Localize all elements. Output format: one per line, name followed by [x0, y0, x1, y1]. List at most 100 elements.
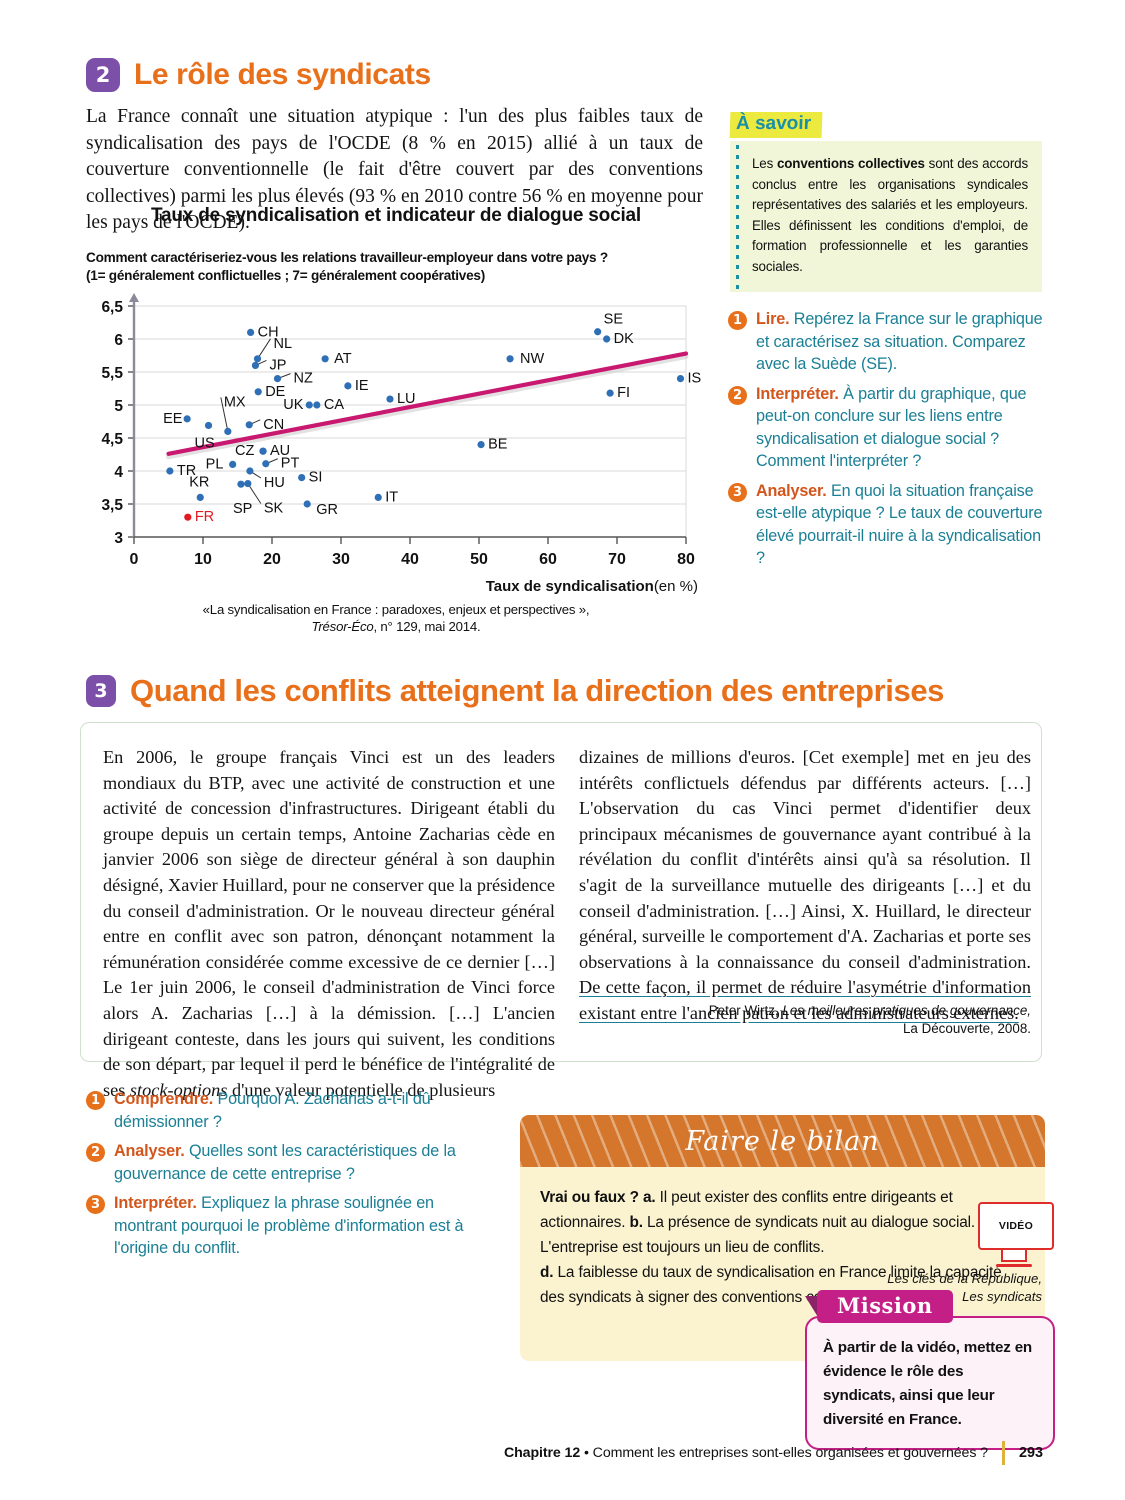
- data-point-fi: [606, 389, 614, 397]
- data-point-tr: [166, 467, 174, 475]
- data-point-sk: [244, 479, 252, 488]
- video-caption: Les clés de la République, Les syndicats: [820, 1270, 1042, 1305]
- data-point-be: [477, 441, 485, 449]
- chart-source-issue: , n° 129, mai 2014.: [373, 619, 481, 634]
- data-point-nz: [273, 375, 282, 383]
- data-point-ch: [247, 328, 255, 336]
- chart-title: Taux de syndicalisation et indicateur de…: [151, 205, 641, 226]
- question-item: 1 Lire. Repérez la France sur le graphiqu…: [728, 308, 1048, 376]
- question-number-badge: 3: [728, 482, 747, 502]
- data-label-kr: KR: [189, 474, 209, 490]
- scatter-plot: 3 3,5 4 4,5 5 5,5 6 6,5 0 10 20 30 40 50 60 70 80 CH SE DK N…: [86, 292, 706, 582]
- data-point-gr: [303, 500, 311, 508]
- monitor-base: [996, 1264, 1032, 1267]
- footer-chapter-title: Comment les entreprises sont-elles organ…: [592, 1445, 988, 1461]
- x-axis-unit: (en %): [653, 578, 698, 595]
- question-body: Expliquez la phrase soulignée en montran…: [114, 1194, 464, 1257]
- y-tick-label: 5,5: [101, 365, 123, 382]
- document-text-box: En 2006, le groupe français Vinci est un…: [80, 722, 1042, 1100]
- video-caption-line2: Les syndicats: [962, 1288, 1042, 1304]
- data-point-fr: [184, 513, 192, 521]
- question-body: Quelles sont les caractéristiques de la …: [114, 1142, 456, 1183]
- page-number: 293: [1018, 1445, 1043, 1461]
- document-column-right: dizaines de millions d'euros. [Cet exemp…: [579, 745, 1031, 1027]
- question-verb: Analyser.: [756, 481, 827, 500]
- bilan-item-d-label: d.: [540, 1264, 554, 1281]
- data-label-is: IS: [687, 371, 701, 387]
- data-label-cz: CZ: [235, 443, 254, 459]
- data-label-ee: EE: [163, 411, 183, 427]
- question-number-badge: 1: [728, 311, 747, 330]
- bilan-item-a-text: Il peut exister des conflits entre dirig…: [540, 1189, 953, 1231]
- question-text: Comprendre. Pourquoi A. Zacharias a-t-il…: [114, 1088, 486, 1133]
- y-tick-label: 3: [114, 530, 123, 547]
- x-tick-label: 60: [539, 551, 557, 568]
- credit-author: Peter Wirtz,: [708, 1003, 783, 1018]
- section-3-title: Quand les conflits atteignent la directi…: [130, 673, 944, 708]
- data-point-us: [204, 421, 213, 430]
- question-number-badge: 3: [86, 1195, 105, 1214]
- chart-block: Taux de syndicalisation et indicateur de…: [86, 205, 706, 635]
- x-axis-label: Taux de syndicalisation: [485, 578, 654, 595]
- data-label-nw: NW: [520, 351, 544, 367]
- x-tick-label: 50: [470, 551, 488, 568]
- data-point-pl: [229, 460, 237, 468]
- doc-left-text: En 2006, le groupe français Vinci est un…: [103, 747, 555, 1100]
- data-label-nl: NL: [274, 336, 293, 352]
- bilan-item-b-label: b.: [629, 1214, 643, 1231]
- doc-left-text-end: d'une valeur potentielle de plusieurs: [227, 1079, 496, 1100]
- data-label-sk: SK: [264, 501, 284, 517]
- data-point-cz: [259, 447, 267, 455]
- question-verb: Comprendre.: [114, 1090, 214, 1108]
- document-questions-list: 1 Comprendre. Pourquoi A. Zacharias a-t-i…: [86, 1088, 486, 1267]
- bilan-item-b-text: La présence de syndicats nuit au dialogu…: [642, 1214, 980, 1231]
- mission-text: À partir de la vidéo, mettez en évidence…: [805, 1316, 1055, 1450]
- data-label-hu: HU: [264, 475, 285, 491]
- bilan-item-c-text: L'entreprise est toujours un lieu de con…: [540, 1239, 825, 1256]
- chart-source-line1: «La syndicalisation en France : paradoxe…: [202, 602, 590, 617]
- leader-line: [247, 483, 262, 504]
- data-point-ie: [344, 382, 352, 390]
- section-3-number-badge: 3: [86, 675, 116, 707]
- bilan-item-d-text: La faiblesse du taux de syndicalisation …: [540, 1264, 1002, 1306]
- data-label-tr: TR: [177, 463, 196, 479]
- question-item: 3 Analyser. En quoi la situation français…: [728, 480, 1048, 570]
- monitor-stand: [1001, 1250, 1027, 1262]
- question-item: 2 Interpréter. À partir du graphique, que…: [728, 383, 1048, 473]
- page-footer: Chapitre 12 • Comment les entreprises so…: [0, 1438, 1125, 1468]
- video-label: VIDÉO: [998, 1220, 1034, 1232]
- data-point-nw: [506, 355, 514, 363]
- data-label-us: US: [195, 435, 215, 451]
- data-label-cn: CN: [263, 417, 284, 433]
- trendline-shadow: [166, 354, 689, 460]
- footer-chapter-text: Chapitre 12 • Comment les entreprises so…: [504, 1445, 988, 1461]
- chart-source-publication: Trésor-Éco: [311, 619, 374, 634]
- video-monitor-screen: VIDÉO: [978, 1202, 1054, 1250]
- data-label-fi: FI: [617, 385, 630, 401]
- data-label-nz: NZ: [294, 371, 313, 387]
- question-text: Analyser. En quoi la situation française…: [756, 480, 1048, 570]
- data-label-lu: LU: [397, 391, 416, 407]
- x-tick-label: 70: [608, 551, 626, 568]
- dotted-rule-decoration: [736, 145, 739, 290]
- data-label-sp: SP: [233, 501, 252, 517]
- section-2-number-badge: 2: [86, 58, 120, 92]
- data-point-jp: [251, 361, 260, 369]
- x-tick-label: 20: [263, 551, 281, 568]
- credit-publisher: La Découverte, 2008.: [902, 1021, 1031, 1036]
- data-point-sp: [237, 480, 245, 488]
- section-2-title: Le rôle des syndicats: [134, 58, 431, 91]
- data-point-mx: [224, 427, 232, 435]
- data-label-si: SI: [309, 470, 323, 486]
- credit-work-title: Les meilleures pratiques de gouvernance,: [782, 1003, 1031, 1018]
- data-point-ee: [183, 415, 191, 423]
- question-body: Repérez la France sur le graphique et ca…: [756, 310, 1043, 373]
- data-label-fr: FR: [195, 509, 214, 525]
- data-label-gr: GR: [316, 502, 338, 518]
- data-point-si: [298, 474, 306, 482]
- video-icon[interactable]: VIDÉO: [978, 1202, 1054, 1267]
- chart-question-line2: (1= généralement conflictuelles ; 7= gén…: [86, 267, 486, 283]
- bilan-title: Faire le bilan: [685, 1125, 880, 1157]
- y-tick-label: 3,5: [101, 497, 123, 514]
